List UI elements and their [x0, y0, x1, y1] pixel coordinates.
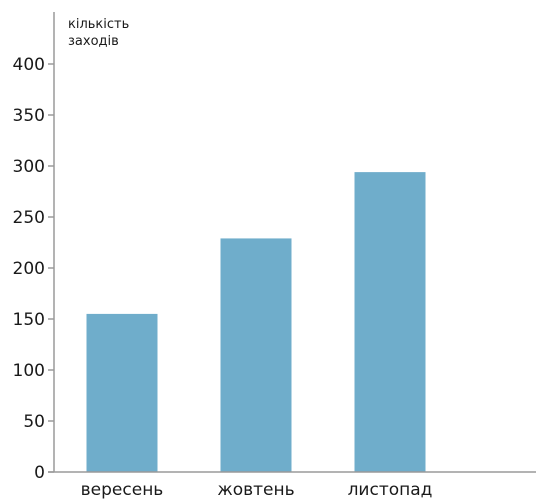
bar-0: [86, 313, 158, 472]
y-axis-title: кількість заходів: [68, 17, 129, 49]
y-axis: 0 50 100 150 200 250 300 350 400: [13, 12, 55, 483]
y-tick-label-8: 400: [13, 55, 45, 75]
x-category-label-1: жовтень: [217, 480, 294, 500]
x-category-label-0: вересень: [81, 480, 164, 500]
y-tick-label-2: 100: [13, 361, 45, 381]
x-axis: вересень жовтень листопад: [48, 471, 536, 500]
y-axis-title-line-1: кількість: [68, 17, 129, 32]
y-tick-label-4: 200: [13, 259, 45, 279]
y-tick-label-6: 300: [13, 157, 45, 177]
y-tick-label-3: 150: [13, 310, 45, 330]
y-tick-label-5: 250: [13, 208, 45, 228]
bar-2: [354, 172, 426, 472]
x-category-label-2: листопад: [348, 480, 433, 500]
y-tick-label-0: 0: [34, 463, 45, 483]
y-tick-label-7: 350: [13, 106, 45, 126]
bar-1: [220, 238, 292, 472]
bars: [86, 172, 426, 472]
y-tick-label-1: 50: [23, 412, 45, 432]
y-axis-title-line-2: заходів: [68, 34, 119, 49]
